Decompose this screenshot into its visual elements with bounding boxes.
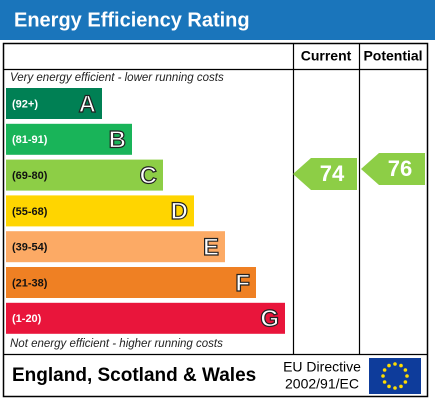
current-arrow (293, 158, 357, 190)
eu-star (382, 368, 387, 372)
directive-line2: 2002/91/EC (285, 376, 359, 392)
potential-value: 76 (388, 156, 412, 181)
band-range: (21-38) (12, 277, 48, 289)
band-letter: A (79, 91, 96, 118)
eu-star (403, 368, 408, 372)
eu-star (393, 386, 397, 390)
potential-header: Potential (363, 48, 422, 64)
title-bar (0, 0, 435, 40)
eu-star (403, 380, 408, 384)
band-range: (69-80) (12, 170, 48, 182)
top-note: Very energy efficient - lower running co… (10, 72, 224, 84)
eu-star (399, 384, 403, 389)
current-header: Current (301, 48, 352, 64)
band-bar (6, 195, 194, 227)
potential-arrow (361, 153, 425, 185)
band-bar (6, 267, 256, 298)
eu-star (387, 384, 391, 389)
eu-star (399, 363, 403, 368)
band-letter: B (109, 127, 126, 154)
title: Energy Efficiency Rating (14, 9, 250, 31)
band-bar (6, 88, 102, 119)
band-bar (6, 302, 285, 334)
band-range: (1-20) (12, 313, 42, 325)
band-range: (92+) (12, 98, 38, 110)
region: England, Scotland & Wales (12, 365, 256, 386)
band-bar (6, 159, 163, 191)
band-range: (39-54) (12, 242, 48, 254)
band-range: (55-68) (12, 206, 48, 218)
current-value: 74 (320, 161, 345, 186)
eu-stars (381, 362, 409, 390)
band-letter: F (235, 270, 250, 297)
band-letter: E (203, 234, 219, 261)
bands: (92+) A (81-91) B (69-80) C (55-68) D (39-54) E (2… (6, 88, 285, 334)
eu-star (405, 374, 409, 378)
band-bar (6, 123, 132, 155)
band-letter: C (140, 162, 157, 189)
directive-line1: EU Directive (283, 359, 361, 375)
band-letter: G (260, 306, 279, 333)
frame (2, 42, 429, 398)
band-bar (6, 231, 225, 263)
bottom-note: Not energy efficient - higher running co… (10, 338, 223, 350)
eu-star (381, 374, 385, 378)
eu-star (387, 363, 391, 368)
eu-star (393, 362, 397, 366)
eu-star (382, 380, 387, 384)
band-range: (81-91) (12, 134, 48, 146)
band-letter: D (171, 198, 188, 225)
